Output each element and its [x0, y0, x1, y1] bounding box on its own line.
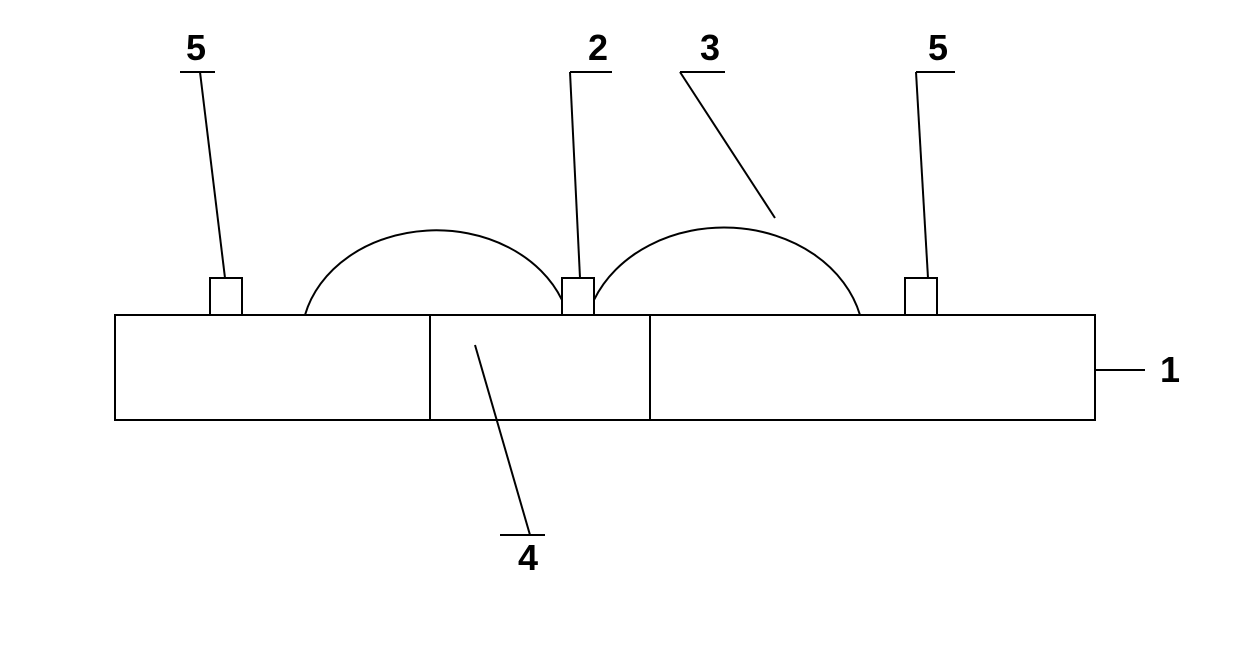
- leader-5b: [916, 72, 928, 278]
- leader-4: [475, 345, 530, 535]
- left-peg: [210, 278, 242, 315]
- label-5a: 5: [186, 27, 206, 68]
- base-rect: [115, 315, 1095, 420]
- leader-2: [570, 72, 580, 278]
- right-peg: [905, 278, 937, 315]
- left-arc: [305, 230, 562, 315]
- label-5b: 5: [928, 27, 948, 68]
- right-arc: [594, 228, 860, 315]
- center-peg: [562, 278, 594, 315]
- label-4: 4: [518, 537, 538, 578]
- label-2: 2: [588, 27, 608, 68]
- leader-5a: [200, 72, 225, 278]
- leader-3: [680, 72, 775, 218]
- diagram-canvas: 1 2 3 4 5 5: [0, 0, 1240, 651]
- label-3: 3: [700, 27, 720, 68]
- label-1: 1: [1160, 349, 1180, 390]
